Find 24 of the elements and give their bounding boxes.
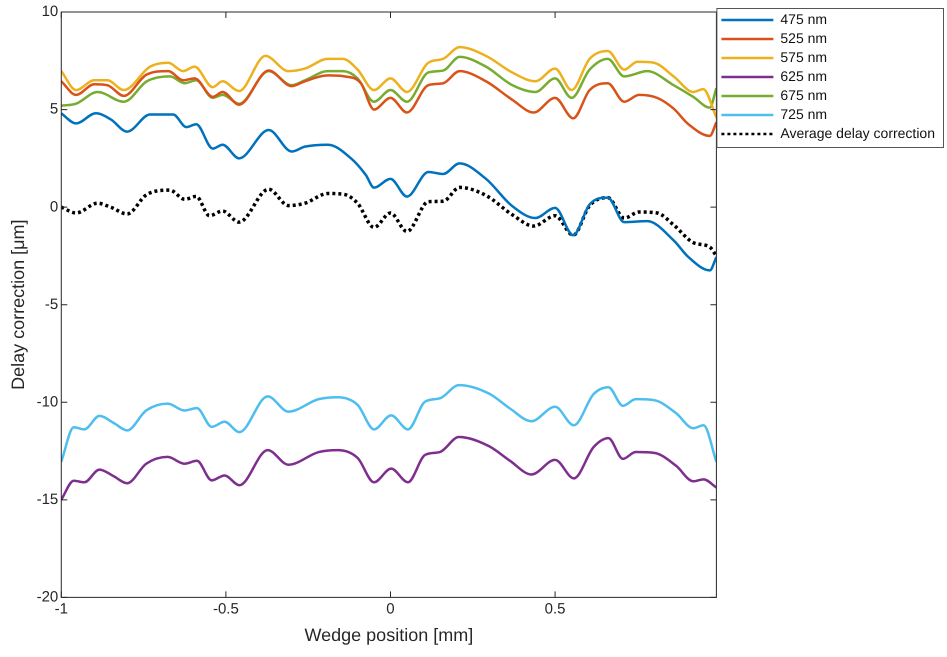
line-series [61,69,716,138]
x-tick-label: 0.5 [544,600,566,618]
y-tick-label: 0 [50,198,58,216]
line-series [61,436,716,501]
y-tick-label: -5 [44,296,58,313]
x-tick-label: 0 [386,600,395,618]
legend-label: 575 nm [780,48,828,65]
x-axis-title: Wedge position [mm] [304,625,474,646]
line-series [61,186,716,258]
line-series [61,46,716,119]
y-tick-label: -10 [36,393,58,410]
legend-label: 625 nm [780,68,828,84]
y-tick-label: 10 [42,3,58,20]
line-series [61,112,716,272]
x-tick-label: -0.5 [212,600,239,618]
legend-label: 675 nm [780,86,828,103]
y-tick-label: -15 [36,490,58,508]
line-series [61,384,716,464]
legend-label: 475 nm [780,10,828,27]
legend-label: 525 nm [780,30,828,46]
y-tick-label: 5 [50,100,58,118]
legend-label: 725 nm [780,106,828,122]
legend-label: Average delay correction [780,124,935,141]
y-axis-title: Delay correction [μm] [8,219,28,390]
